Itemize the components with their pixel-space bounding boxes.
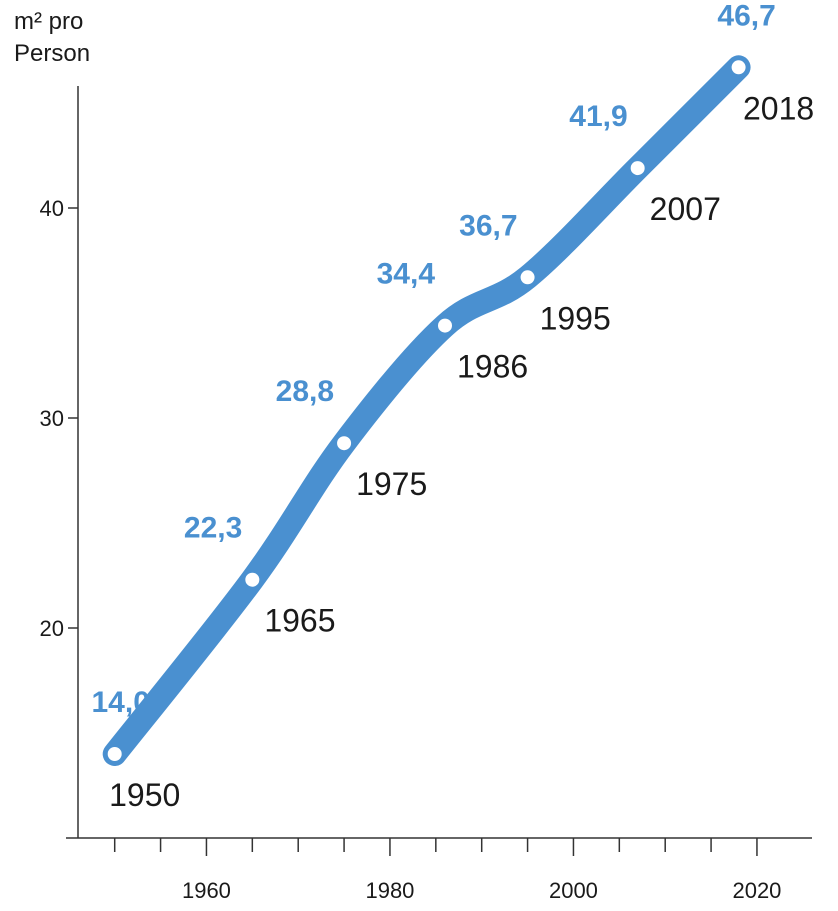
year-label: 2007 [650,191,721,227]
y-axis-title-line2: Person [14,40,91,67]
data-point [105,745,124,763]
data-point [518,268,537,287]
series [102,55,751,766]
data-labels: 14,0 1950 22,3 1965 28,8 1975 34,4 1986 36,7 1995… [92,0,815,813]
y-axis-title-line1: m² pro [14,8,84,35]
year-label: 1995 [540,300,611,336]
value-label: 41,9 [569,100,627,133]
data-point [243,570,262,589]
axes: 20 30 40 1960 1980 2000 2020 [40,86,812,903]
x-tick-label: 1980 [365,878,414,903]
year-label: 1975 [356,466,427,502]
year-label: 1986 [457,349,528,385]
y-tick-label: 20 [40,616,64,641]
year-label: 2018 [743,90,814,126]
x-tick-label: 2020 [732,878,781,903]
value-label: 28,8 [276,375,334,408]
value-label: 22,3 [184,512,242,545]
data-point [335,434,354,453]
value-label: 36,7 [459,209,517,242]
y-tick-label: 40 [40,196,64,221]
x-tick-label: 2000 [549,878,598,903]
x-tick-label: 1960 [182,878,231,903]
value-label: 34,4 [377,258,436,291]
year-label: 1965 [264,603,335,639]
value-label: 46,7 [717,0,775,32]
data-point [436,316,454,335]
value-label: 14,0 [92,686,150,719]
year-label: 1950 [109,777,180,813]
data-point [729,58,748,77]
y-axis-title: m² pro Person [14,6,90,70]
data-point [628,159,647,178]
y-tick-label: 30 [40,406,64,431]
